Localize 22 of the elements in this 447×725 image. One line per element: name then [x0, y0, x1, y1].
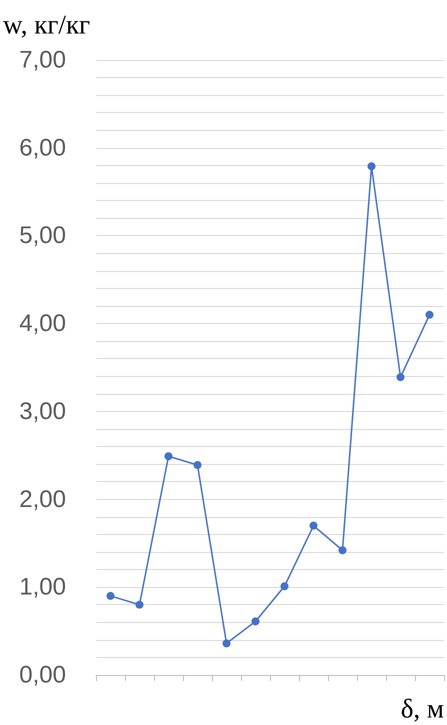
y-tick-label: 7,00 [19, 46, 66, 74]
point [396, 373, 404, 382]
point [426, 310, 434, 319]
x-axis-title: δ, м [400, 694, 444, 724]
y-tick-label: 5,00 [19, 222, 66, 250]
y-tick-label: 3,00 [19, 398, 66, 425]
point [280, 582, 288, 590]
point [338, 546, 346, 554]
point [164, 452, 172, 460]
y-axis-title: w, кг/кг [3, 10, 90, 40]
point [310, 522, 318, 530]
point [106, 592, 114, 600]
y-tick-label: 4,00 [19, 310, 66, 338]
y-tick-label: 2,00 [19, 486, 66, 513]
y-tick-label: 6,00 [19, 134, 66, 162]
y-tick-label: 0,00 [19, 662, 66, 688]
y-tick-label: 1,00 [19, 574, 66, 601]
point [368, 162, 376, 170]
point [194, 461, 202, 470]
point [222, 639, 230, 648]
point [252, 617, 260, 626]
point [136, 600, 144, 609]
